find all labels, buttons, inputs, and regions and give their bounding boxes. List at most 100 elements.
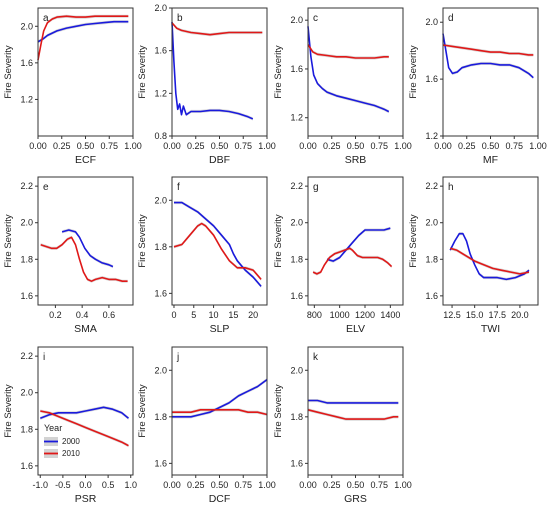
y-axis-label: Fire Severity xyxy=(137,214,148,268)
y-tick-label: 0.8 xyxy=(154,131,167,141)
confidence-band-2010 xyxy=(443,43,534,57)
series-line-2000 xyxy=(40,406,130,420)
confidence-band-2000 xyxy=(62,228,113,269)
x-tick-label: 12.5 xyxy=(443,310,461,320)
plot-frame xyxy=(442,176,539,306)
y-tick-label: 1.2 xyxy=(154,88,167,98)
y-tick-label: 1.6 xyxy=(154,288,167,298)
y-axis-label: Fire Severity xyxy=(3,45,14,99)
panel-k: k 0.00 0.25 0.50 0.75 1.00 1.6 1.8 2.0 GRS Fire Se… xyxy=(273,346,412,505)
y-tick-label: 2.0 xyxy=(425,17,438,27)
y-tick-label: 1.6 xyxy=(290,458,303,468)
series-line-2010 xyxy=(307,44,389,59)
y-tick-label: 1.6 xyxy=(20,291,33,301)
x-tick-label: -1.0 xyxy=(33,480,49,490)
y-tick-label: 1.6 xyxy=(20,461,33,471)
y-tick-label: 1.6 xyxy=(154,46,167,56)
y-tick-label: 1.2 xyxy=(425,131,438,141)
x-tick-label: 0.75 xyxy=(505,141,523,151)
y-tick-label: 1.8 xyxy=(290,412,303,422)
x-tick-label: 0.00 xyxy=(29,141,47,151)
x-tick-label: 0.6 xyxy=(103,310,116,320)
y-tick-label: 2.2 xyxy=(20,181,33,191)
x-tick-label: 800 xyxy=(307,310,322,320)
x-tick-label: 0.25 xyxy=(187,480,205,490)
plot-frame xyxy=(307,7,404,137)
x-tick-label: 0.50 xyxy=(77,141,95,151)
x-tick-label: 0.4 xyxy=(76,310,89,320)
panel-e: e 0.2 0.4 0.6 1.6 1.8 2.0 2.2 SMA Fire Severity xyxy=(3,176,134,335)
panel-i: i -1.0 -0.5 0.0 0.5 1.0 1.6 1.8 2.0 2.2 PSR Fire Se… xyxy=(3,346,137,505)
x-tick-label: 0.25 xyxy=(53,141,71,151)
x-tick-label: 1200 xyxy=(355,310,375,320)
series-line-2000 xyxy=(61,229,114,268)
y-tick-label: 2.0 xyxy=(425,218,438,228)
x-axis-label: DCF xyxy=(209,493,231,505)
plot-frame xyxy=(37,176,134,306)
x-tick-label: 0.75 xyxy=(234,141,252,151)
x-tick-label: 0.25 xyxy=(187,141,205,151)
x-tick-label: 0.25 xyxy=(323,480,341,490)
x-tick-label: 0.75 xyxy=(100,141,118,151)
y-axis-label: Fire Severity xyxy=(273,45,284,99)
panel-b: b 0.00 0.25 0.50 0.75 1.00 0.8 1.2 1.6 2.0 DBF Fire… xyxy=(137,3,276,166)
x-tick-label: 0.50 xyxy=(347,141,365,151)
panel-label: c xyxy=(313,13,318,24)
x-tick-label: 0.50 xyxy=(211,141,229,151)
y-axis-label: Fire Severity xyxy=(137,384,148,438)
y-tick-label: 1.6 xyxy=(154,458,167,468)
x-tick-label: 0.00 xyxy=(299,141,317,151)
y-tick-label: 2.0 xyxy=(154,3,167,13)
x-axis-label: PSR xyxy=(75,493,97,505)
y-tick-label: 1.8 xyxy=(20,254,33,264)
panel-h: h 12.5 15.0 17.5 20.0 1.6 1.8 2.0 2.2 TWI Fire Sev… xyxy=(408,176,539,335)
panel-label: a xyxy=(43,13,49,24)
x-tick-label: 0.75 xyxy=(370,141,388,151)
y-tick-label: 1.6 xyxy=(425,74,438,84)
plot-frame xyxy=(37,7,134,137)
y-tick-label: 2.2 xyxy=(20,351,33,361)
x-tick-label: 0.5 xyxy=(102,480,115,490)
x-tick-label: 0.00 xyxy=(163,480,181,490)
panel-label: f xyxy=(177,182,180,193)
series-line-2010 xyxy=(307,409,399,420)
y-axis-label: Fire Severity xyxy=(273,384,284,438)
x-tick-label: 0.50 xyxy=(482,141,500,151)
x-tick-label: 1.00 xyxy=(258,480,276,490)
x-axis-label: GRS xyxy=(344,493,367,505)
confidence-band-2000 xyxy=(40,405,129,420)
x-tick-label: 1.0 xyxy=(124,480,137,490)
x-tick-label: 5 xyxy=(191,310,196,320)
x-tick-label: 1.00 xyxy=(529,141,547,151)
panel-label: b xyxy=(177,13,183,24)
x-tick-label: 15 xyxy=(228,310,238,320)
panel-label: e xyxy=(43,182,49,193)
x-tick-label: 20 xyxy=(248,310,258,320)
series-line-2010 xyxy=(449,247,530,275)
x-tick-label: 1000 xyxy=(330,310,350,320)
plot-frame xyxy=(307,176,404,306)
series-line-2010 xyxy=(171,22,263,36)
panel-label: i xyxy=(43,352,45,363)
series-line-2010 xyxy=(40,236,128,283)
legend-entry-label: 2000 xyxy=(62,437,80,446)
x-tick-label: 0.2 xyxy=(49,310,62,320)
confidence-band-2000 xyxy=(308,24,389,114)
y-axis-label: Fire Severity xyxy=(408,214,419,268)
x-tick-label: 1.00 xyxy=(394,141,412,151)
series-line-2000 xyxy=(171,21,254,120)
y-tick-label: 2.2 xyxy=(425,181,438,191)
confidence-band-2010 xyxy=(308,408,399,421)
x-tick-label: 0.75 xyxy=(370,480,388,490)
x-tick-label: 0 xyxy=(171,310,176,320)
series-line-2000 xyxy=(172,378,268,418)
plot-frame xyxy=(307,346,404,476)
x-axis-label: ECF xyxy=(75,154,96,166)
y-tick-label: 2.0 xyxy=(290,365,303,375)
panel-f: f 0 5 10 15 20 1.6 1.8 2.0 SLP Fire Severity xyxy=(137,176,268,335)
x-tick-label: 0.50 xyxy=(211,480,229,490)
panel-c: c 0.00 0.25 0.50 0.75 1.00 1.2 1.6 2.0 SRB Fire Se… xyxy=(273,7,412,166)
confidence-band-2010 xyxy=(313,246,392,276)
series-line-2010 xyxy=(312,247,393,275)
